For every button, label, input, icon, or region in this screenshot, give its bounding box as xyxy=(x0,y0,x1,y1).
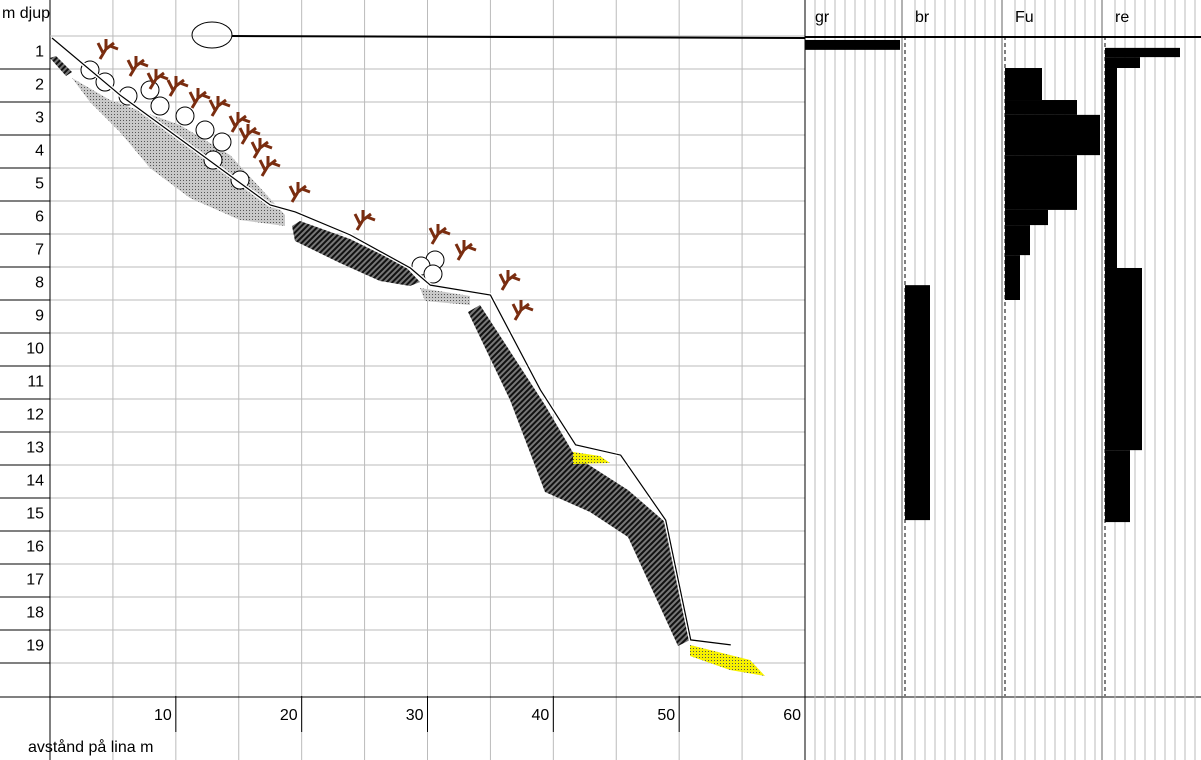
x-tick-label: 10 xyxy=(154,707,172,724)
y-tick-label: 9 xyxy=(35,308,44,325)
y-tick-label: 1 xyxy=(35,44,44,61)
sediment xyxy=(72,78,285,226)
tree xyxy=(210,96,230,116)
boulder xyxy=(213,133,231,151)
tree xyxy=(168,76,188,96)
abundance-bar xyxy=(1105,450,1130,522)
abundance-bar xyxy=(805,40,900,50)
y-tick-label: 10 xyxy=(26,341,44,358)
boulder xyxy=(141,81,159,99)
y-tick-label: 6 xyxy=(35,209,44,226)
x-tick-label: 20 xyxy=(280,707,298,724)
boulder xyxy=(151,97,169,115)
tree xyxy=(240,124,260,144)
rock xyxy=(468,305,690,646)
sand xyxy=(573,452,610,464)
rope-loop xyxy=(192,22,232,48)
boulder xyxy=(176,107,194,125)
rock xyxy=(292,221,420,286)
x-tick-label: 30 xyxy=(406,707,424,724)
x-axis-label: avstånd på lina m xyxy=(28,738,153,756)
y-axis-label: m djup xyxy=(2,5,50,22)
tree xyxy=(513,300,533,320)
y-tick-label: 2 xyxy=(35,77,44,94)
tree xyxy=(456,240,476,260)
abundance-bar xyxy=(1105,268,1142,450)
tree xyxy=(290,182,310,202)
x-tick-label: 40 xyxy=(532,707,550,724)
chart: m djup avstånd på lina m 102030405060123… xyxy=(0,0,1201,760)
tree xyxy=(252,138,272,158)
y-tick-label: 11 xyxy=(27,374,44,391)
panel-label: br xyxy=(915,9,930,26)
x-tick-label: 50 xyxy=(657,707,675,724)
abundance-bar xyxy=(1005,255,1020,300)
y-tick-label: 3 xyxy=(35,110,44,127)
y-tick-label: 18 xyxy=(26,605,44,622)
y-tick-label: 13 xyxy=(26,440,44,457)
abundance-bar xyxy=(1005,210,1048,225)
y-tick-label: 7 xyxy=(35,242,44,259)
abundance-bar xyxy=(1005,100,1077,115)
y-tick-label: 19 xyxy=(26,638,44,655)
tree xyxy=(98,39,118,59)
tree xyxy=(500,270,520,290)
y-tick-label: 14 xyxy=(26,473,44,490)
abundance-bar xyxy=(1105,68,1117,268)
tree xyxy=(190,88,210,108)
x-tick-label: 60 xyxy=(783,707,801,724)
abundance-bar xyxy=(1005,225,1030,255)
tree xyxy=(260,156,280,176)
boulder xyxy=(196,121,214,139)
y-tick-label: 12 xyxy=(26,407,44,424)
y-tick-label: 5 xyxy=(35,176,44,193)
rock xyxy=(50,56,72,76)
tree xyxy=(128,56,148,76)
abundance-bar xyxy=(905,285,930,520)
abundance-bar xyxy=(1005,155,1077,210)
abundance-bar xyxy=(1105,48,1180,57)
sand xyxy=(690,645,765,676)
y-tick-label: 17 xyxy=(26,572,44,589)
abundance-bar xyxy=(1005,68,1042,100)
y-tick-label: 15 xyxy=(26,506,44,523)
panel-label: re xyxy=(1115,9,1129,26)
tree xyxy=(430,224,450,244)
abundance-bar xyxy=(1105,57,1140,68)
y-tick-label: 4 xyxy=(35,143,44,160)
abundance-bar xyxy=(1005,115,1100,155)
y-tick-label: 16 xyxy=(26,539,44,556)
y-tick-label: 8 xyxy=(35,275,44,292)
panel-label: gr xyxy=(815,9,830,26)
panel-label: Fu xyxy=(1015,9,1034,26)
